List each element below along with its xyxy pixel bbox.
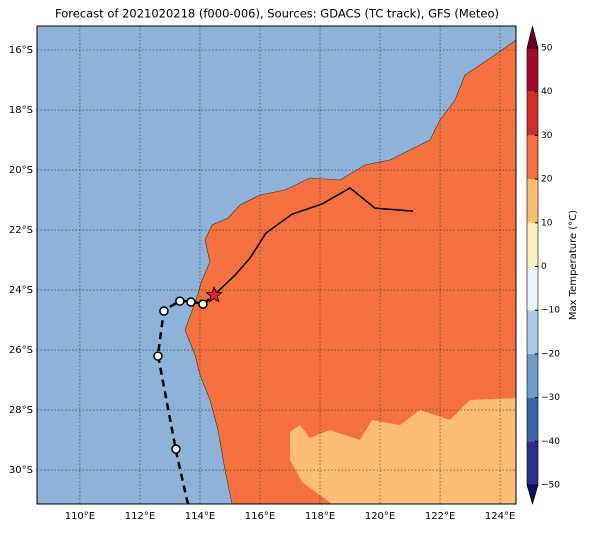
lat-tick-label: 20°S <box>9 165 33 176</box>
storm-position <box>186 297 196 307</box>
colorbar-segment <box>527 397 538 442</box>
forecast-track <box>213 187 414 296</box>
lat-tick-label: 26°S <box>9 345 33 356</box>
lon-tick-label: 116°E <box>245 511 275 522</box>
lon-tick-label: 110°E <box>65 511 95 522</box>
map-area <box>37 26 516 504</box>
colorbar-tick-label: −40 <box>541 437 560 447</box>
colorbar-segment <box>527 48 538 92</box>
lon-tick-label: 120°E <box>365 511 395 522</box>
colorbar-under <box>526 484 539 506</box>
lat-tick-label: 18°S <box>9 105 33 116</box>
colorbar-segment <box>527 179 538 223</box>
colorbar-segment <box>527 135 538 180</box>
colorbar-segment <box>527 441 538 485</box>
lat-tick-label: 24°S <box>9 285 33 296</box>
lon-tick-label: 112°E <box>125 511 155 522</box>
colorbar-tick-label: −10 <box>541 306 560 316</box>
land <box>184 39 516 504</box>
map-title: Forecast of 2021020218 (f000-006), Sourc… <box>55 7 499 21</box>
lat-tick-label: 16°S <box>9 45 33 56</box>
colorbar-over <box>526 25 539 49</box>
colorbar-tick-label: 50 <box>541 44 553 54</box>
storm-position <box>171 444 181 454</box>
lon-tick-label: 124°E <box>485 511 515 522</box>
lon-tick-label: 122°E <box>425 511 455 522</box>
colorbar-tick-label: 40 <box>541 87 553 97</box>
lon-tick-label: 114°E <box>185 511 215 522</box>
lat-tick-label: 28°S <box>9 405 33 416</box>
colorbar-tick-label: 20 <box>541 175 553 185</box>
colorbar-tick-label: −50 <box>541 481 560 491</box>
map-frame <box>36 25 517 505</box>
colorbar-tick-label: −20 <box>541 349 560 359</box>
current-position <box>205 286 223 303</box>
colorbar-tick-label: 0 <box>541 262 547 272</box>
colorbar-segment <box>527 222 538 267</box>
lon-tick-label: 118°E <box>305 511 335 522</box>
storm-position <box>153 351 163 361</box>
lat-tick-label: 30°S <box>9 465 33 476</box>
lat-tick-label: 22°S <box>9 225 33 236</box>
colorbar-segment <box>527 91 538 136</box>
storm-position <box>159 306 169 316</box>
colorbar-segment <box>527 353 538 398</box>
past-track <box>156 294 215 504</box>
colorbar-label: Max Temperature (°C) <box>568 210 579 320</box>
storm-position <box>198 299 208 309</box>
colorbar-tick-label: 30 <box>541 131 553 141</box>
storm-position <box>175 296 185 306</box>
colorbar-segment <box>527 310 538 354</box>
interior-region <box>290 398 516 504</box>
colorbar-tick-label: −30 <box>541 393 560 403</box>
colorbar-segment <box>527 266 538 311</box>
colorbar-tick-label: 10 <box>541 218 553 228</box>
